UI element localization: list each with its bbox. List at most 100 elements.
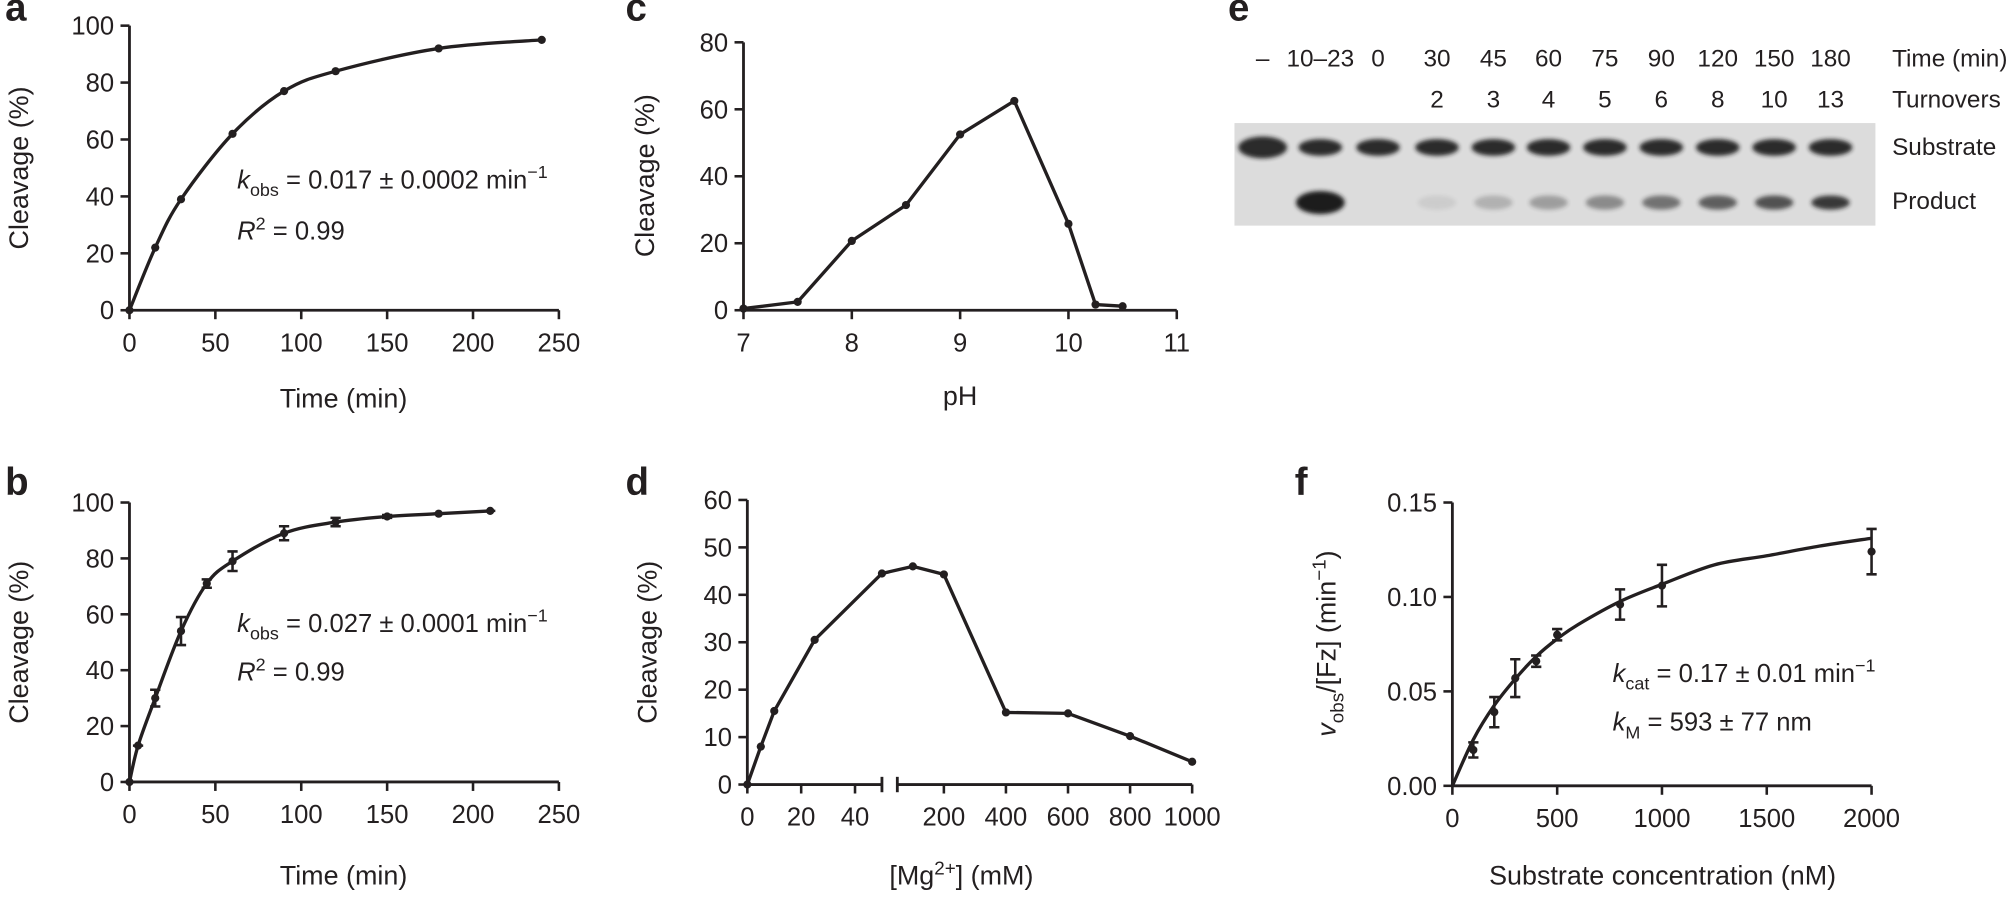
x-tick-label: 250 xyxy=(538,801,581,829)
lane-time: 90 xyxy=(1648,46,1675,73)
data-point xyxy=(125,306,134,315)
substrate-band xyxy=(1238,136,1288,159)
data-point xyxy=(1001,708,1011,717)
data-point xyxy=(908,562,917,571)
data-point xyxy=(877,569,887,578)
lane-time: 10–23 xyxy=(1286,46,1354,73)
x-tick-label: 50 xyxy=(201,329,230,357)
data-line xyxy=(127,509,491,783)
text-part: ) xyxy=(1312,550,1342,559)
lane-turnovers: 2 xyxy=(1430,87,1444,114)
x-tick-label: 100 xyxy=(280,329,323,357)
panel-letter: f xyxy=(1295,461,1308,504)
x-tick-label: 400 xyxy=(985,804,1028,832)
data-point xyxy=(1010,96,1019,106)
text-part: k xyxy=(237,166,251,194)
lane-time: 60 xyxy=(1535,46,1562,73)
y-tick-label: 30 xyxy=(703,629,732,657)
lane-time: 30 xyxy=(1423,46,1450,73)
data-point xyxy=(1125,732,1135,741)
data-point xyxy=(279,529,289,538)
text-part: M xyxy=(1625,722,1640,742)
text-part: −1 xyxy=(1308,559,1329,580)
data-point xyxy=(739,304,748,313)
x-tick-label: 8 xyxy=(845,329,859,357)
text-part: = 0.17 ± 0.01 min xyxy=(1649,660,1855,688)
y-tick-label: 0.15 xyxy=(1387,489,1437,517)
x-tick-label: 800 xyxy=(1109,804,1152,832)
data-point xyxy=(331,517,340,527)
y-axis-label: Cleavage (%) xyxy=(630,94,660,257)
x-tick-label: 250 xyxy=(538,329,581,357)
x-tick-label: 0 xyxy=(740,804,754,832)
lane-turnovers: 3 xyxy=(1487,87,1501,114)
x-tick-label: 1000 xyxy=(1164,804,1221,832)
text-part: 2+ xyxy=(934,857,955,878)
x-tick-label: 2000 xyxy=(1843,805,1900,833)
y-tick-label: 20 xyxy=(86,240,115,268)
x-axis-label: Time (min) xyxy=(280,861,408,891)
data-line xyxy=(745,564,1193,786)
annotation: kobs = 0.027 ± 0.0001 min−1 xyxy=(237,606,548,644)
lane-time: 150 xyxy=(1754,46,1795,73)
x-tick-label: 0 xyxy=(1445,805,1459,833)
y-axis-label: Cleavage (%) xyxy=(4,86,34,249)
y-tick-label: 20 xyxy=(700,230,729,258)
y-tick-label: 50 xyxy=(703,534,732,562)
lane-time: 180 xyxy=(1810,46,1851,73)
product-band xyxy=(1474,195,1513,210)
x-tick-label: 150 xyxy=(366,329,409,357)
y-tick-label: 40 xyxy=(700,163,729,191)
product-band xyxy=(1642,195,1681,210)
lane-turnovers: 4 xyxy=(1542,87,1556,114)
text-part: R xyxy=(237,218,256,246)
text-part: /[Fz] (min xyxy=(1312,581,1342,693)
gel-header: Time (min) xyxy=(1892,46,2007,73)
lane-time: 75 xyxy=(1591,46,1618,73)
x-tick-label: 500 xyxy=(1536,805,1579,833)
data-point xyxy=(202,579,211,588)
substrate-band xyxy=(1583,139,1627,156)
y-tick-label: 60 xyxy=(703,487,732,515)
text-part: −1 xyxy=(527,606,547,626)
y-tick-label: 40 xyxy=(86,657,115,685)
y-tick-label: 20 xyxy=(703,677,732,705)
x-axis-label: Substrate concentration (nM) xyxy=(1489,861,1836,891)
substrate-band xyxy=(1471,139,1516,156)
x-tick-label: 7 xyxy=(736,329,750,357)
data-point xyxy=(228,129,237,138)
y-tick-label: 40 xyxy=(86,183,115,211)
product-band xyxy=(1417,195,1457,210)
text-part: k xyxy=(1613,660,1627,688)
data-point xyxy=(434,509,443,518)
y-tick-label: 20 xyxy=(86,713,115,741)
lane-time: 120 xyxy=(1697,46,1738,73)
data-point xyxy=(133,741,143,750)
y-axis-label: Cleavage (%) xyxy=(632,561,662,724)
text-part: [Mg xyxy=(889,861,934,891)
data-point xyxy=(901,200,911,210)
substrate-band xyxy=(1526,139,1571,156)
y-tick-label: 100 xyxy=(71,13,114,41)
lane-turnovers: 13 xyxy=(1817,87,1844,114)
y-tick-label: 0.10 xyxy=(1387,584,1437,612)
y-tick-label: 0 xyxy=(718,772,732,800)
x-tick-label: 40 xyxy=(841,804,870,832)
x-tick-label: 10 xyxy=(1054,329,1083,357)
band-label: Substrate xyxy=(1892,134,1996,161)
x-tick-label: 200 xyxy=(452,801,495,829)
y-tick-label: 60 xyxy=(700,96,729,124)
data-point xyxy=(1063,709,1073,718)
text-part: obs xyxy=(250,180,279,200)
y-tick-label: 10 xyxy=(703,724,732,752)
x-tick-label: 9 xyxy=(953,329,967,357)
product-band xyxy=(1295,191,1345,215)
data-point xyxy=(1469,745,1478,755)
product-band xyxy=(1754,195,1794,210)
data-point xyxy=(1064,219,1073,228)
y-tick-label: 0 xyxy=(100,297,114,325)
text-part: 2 xyxy=(256,654,266,674)
x-tick-label: 200 xyxy=(922,804,965,832)
product-band xyxy=(1585,195,1625,210)
y-tick-label: 80 xyxy=(700,29,729,57)
